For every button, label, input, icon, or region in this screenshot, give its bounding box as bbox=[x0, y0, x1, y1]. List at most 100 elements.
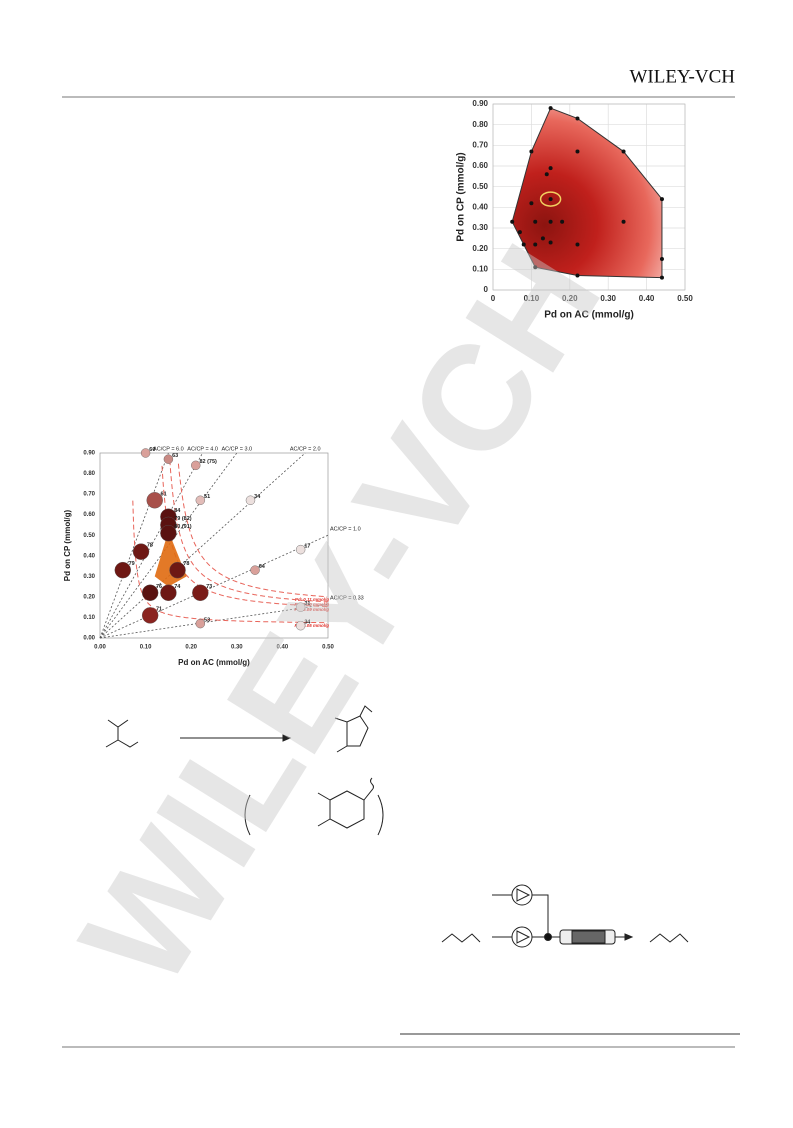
x-tick-label: 0.20 bbox=[562, 294, 578, 303]
y-tick-label: 0.70 bbox=[83, 492, 95, 498]
bubble-label: 82 (75) bbox=[199, 459, 217, 465]
reaction-scheme bbox=[105, 705, 384, 836]
plot-frame bbox=[492, 103, 686, 291]
bubble-label: 74 bbox=[174, 584, 181, 590]
bubble-label: 79 (82) bbox=[174, 516, 192, 522]
bond bbox=[107, 719, 129, 728]
ratio-line bbox=[99, 452, 203, 639]
bubble bbox=[195, 618, 206, 629]
x-tick-label: 0 bbox=[491, 294, 496, 303]
x-axis-label: Pd on AC (mmol/g) bbox=[544, 310, 634, 321]
bubble-label: 84 bbox=[174, 508, 181, 514]
bubble-label: 53 bbox=[204, 617, 210, 623]
data-point bbox=[517, 230, 522, 235]
y-tick-label: 0.80 bbox=[472, 120, 488, 129]
y-tick-label: 0.00 bbox=[83, 636, 95, 642]
data-point bbox=[548, 106, 553, 111]
paren bbox=[377, 794, 384, 836]
data-point bbox=[548, 166, 553, 171]
pd-curve bbox=[169, 460, 328, 603]
x-tick-label: 0.30 bbox=[231, 645, 243, 651]
bubble bbox=[132, 543, 150, 560]
bubble-label: 60 bbox=[149, 447, 155, 453]
data-point bbox=[621, 219, 626, 224]
x-tick-label: 0.30 bbox=[600, 294, 616, 303]
y-tick-label: 0.20 bbox=[472, 244, 488, 253]
data-point bbox=[510, 219, 515, 224]
x-tick-label: 0.50 bbox=[322, 645, 334, 651]
bubble bbox=[160, 524, 177, 542]
bubble bbox=[191, 460, 201, 471]
catalyst-bed bbox=[571, 930, 606, 944]
bubble-label: 34 bbox=[304, 620, 311, 626]
data-point bbox=[548, 197, 553, 202]
y-axis-label: Pd on CP (mmol/g) bbox=[63, 509, 72, 581]
bond bbox=[117, 739, 139, 748]
y-tick-label: 0.40 bbox=[472, 202, 488, 211]
data-point bbox=[533, 219, 538, 224]
bubble bbox=[295, 544, 306, 555]
bubble-label: 73 bbox=[206, 584, 212, 590]
ratio-label: AC/CP = 0.33 bbox=[330, 596, 364, 602]
data-point bbox=[575, 273, 580, 278]
bubble bbox=[141, 607, 159, 624]
data-point bbox=[575, 116, 580, 121]
ratio-label: AC/CP = 6.0 bbox=[153, 446, 184, 452]
y-tick-label: 0.20 bbox=[83, 594, 95, 600]
bubble-label: 64 bbox=[259, 564, 266, 570]
data-point bbox=[621, 149, 626, 154]
x-tick-label: 0.40 bbox=[639, 294, 655, 303]
bubble bbox=[192, 584, 209, 601]
publisher: WILEY-VCH bbox=[629, 66, 735, 87]
data-point bbox=[548, 219, 553, 224]
ratio-line bbox=[99, 534, 329, 639]
x-tick-label: 0.10 bbox=[140, 645, 152, 651]
bubble-label: 31 bbox=[304, 601, 310, 607]
y-tick-label: 0.50 bbox=[83, 533, 95, 539]
pd-curve-label: Pd: 0.11 mmol/g bbox=[295, 597, 329, 602]
x-tick-label: 0.10 bbox=[524, 294, 540, 303]
bubble bbox=[141, 584, 159, 601]
y-tick-label: 0.40 bbox=[83, 553, 95, 559]
arrowhead bbox=[624, 933, 634, 941]
x-tick-label: 0.20 bbox=[185, 645, 197, 651]
data-point bbox=[659, 257, 664, 261]
bubble-figure: 0.00 0.10 0.20 0.30 0.40 0.50 0.00 0.10 0.20 0.30… bbox=[63, 446, 364, 667]
y-axis-label: Pd on CP (mmol/g) bbox=[456, 152, 467, 241]
bond bbox=[336, 745, 348, 753]
bubble bbox=[163, 454, 174, 464]
flow-scheme bbox=[441, 884, 689, 948]
data-point bbox=[544, 172, 549, 177]
bond bbox=[359, 705, 373, 717]
bubble bbox=[250, 565, 260, 575]
data-point bbox=[575, 149, 580, 154]
data-point bbox=[659, 275, 664, 280]
data-point bbox=[575, 242, 580, 247]
ratio-line bbox=[99, 452, 169, 639]
data-point bbox=[529, 149, 534, 154]
benzene bbox=[329, 790, 365, 829]
pd-curve-label: Pd: 0.05 mmol/g bbox=[294, 623, 329, 628]
bond bbox=[317, 792, 331, 801]
bubble-label: 78 bbox=[147, 543, 153, 549]
watermark: WILEY-VCH bbox=[48, 217, 632, 1013]
y-tick-label: 0 bbox=[484, 285, 489, 294]
ratio-label: AC/CP = 2.0 bbox=[290, 446, 321, 452]
bubble-label: 51 bbox=[204, 494, 210, 500]
y-tick-label: 0.30 bbox=[83, 574, 95, 580]
data-point bbox=[540, 236, 545, 241]
contour-area bbox=[511, 107, 663, 279]
tube bbox=[532, 894, 549, 937]
bubble-label: 80 (91) bbox=[174, 524, 192, 530]
bubble bbox=[245, 495, 256, 505]
bubble bbox=[295, 602, 306, 612]
highlight-ring bbox=[539, 191, 562, 207]
bubble-label: 79 bbox=[129, 561, 135, 567]
bubble-label: 71 bbox=[156, 606, 162, 612]
data-point bbox=[533, 265, 538, 270]
bubble bbox=[146, 492, 163, 509]
y-tick-label: 0.30 bbox=[472, 223, 488, 232]
x-tick-label: 0.50 bbox=[677, 294, 693, 303]
ratio-line bbox=[99, 603, 329, 639]
